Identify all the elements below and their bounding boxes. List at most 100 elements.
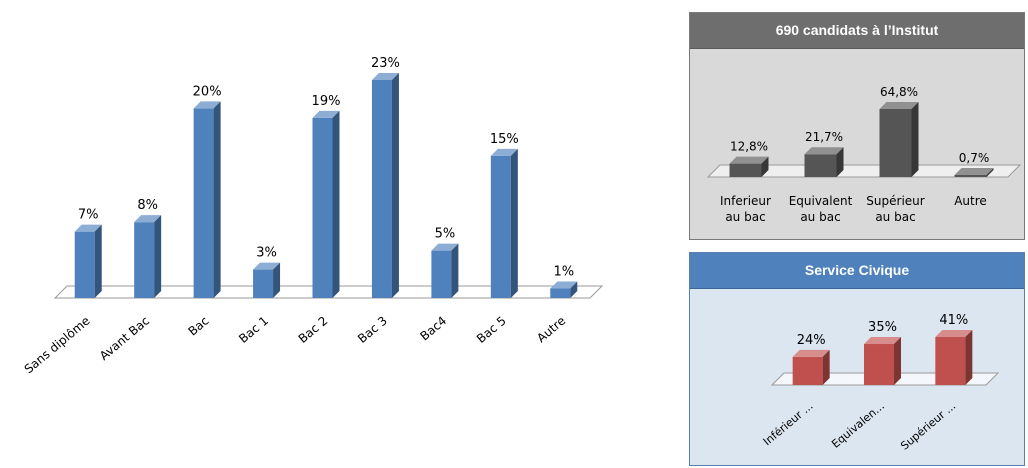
bar-4	[954, 168, 994, 177]
bar-top	[371, 73, 399, 80]
bar-side	[94, 224, 102, 298]
data-label-1: 24%	[797, 333, 826, 348]
institut-bar-chart: 12,8% Inferieur au bac 21,7% Equivalent au ba…	[706, 85, 1022, 224]
bar-front	[193, 108, 214, 298]
data-label-5: 19%	[312, 94, 341, 109]
service-civique-panel-title: Service Civique	[690, 253, 1024, 289]
data-label-2: 35%	[868, 320, 897, 335]
bar-side	[213, 101, 221, 298]
bar-top	[431, 243, 459, 251]
bar-front	[935, 337, 966, 385]
bar-top	[193, 101, 221, 109]
bar-front	[253, 269, 274, 298]
bar-side	[391, 73, 399, 298]
bar-front	[371, 80, 392, 298]
bar-top	[935, 330, 973, 337]
bar-side	[510, 148, 518, 298]
institut-panel: 690 candidats à l’Institut 12,8% Inferieu…	[689, 12, 1025, 240]
bar-3	[879, 102, 919, 177]
data-label-3: 41%	[939, 313, 968, 328]
category-label-7: Bac4	[417, 314, 449, 344]
category-label-2: Avant Bac	[97, 314, 152, 363]
bar-side	[965, 330, 973, 385]
bar-front	[864, 344, 894, 385]
data-label-3: 64,8%	[880, 85, 918, 99]
bar-5	[312, 110, 340, 298]
bar-2	[864, 337, 901, 385]
bar-side	[273, 262, 281, 298]
bar-side	[570, 281, 578, 298]
bar-side	[911, 102, 919, 177]
data-label-8: 15%	[490, 132, 519, 147]
bar-top	[312, 110, 340, 118]
bar-front	[954, 175, 987, 177]
category-label-2: Equivalen...	[829, 399, 887, 450]
bar-top	[792, 349, 830, 357]
bar-front	[550, 288, 571, 298]
bar-top	[490, 148, 518, 156]
category-label-4: Bac 1	[236, 314, 271, 346]
bar-3	[193, 101, 221, 298]
bar-1	[729, 156, 769, 177]
bar-front	[490, 155, 511, 298]
bar-front	[879, 109, 912, 177]
bar-side	[822, 349, 830, 385]
bar-top	[879, 102, 919, 109]
bar-1	[792, 349, 830, 385]
bar-top	[954, 168, 994, 175]
data-label-4: 3%	[256, 246, 277, 261]
bar-top	[253, 262, 281, 270]
education-level-bar-chart: 7% Sans diplôme 8% Avant Bac 20% Bac 3% Bac 1 19…	[22, 56, 604, 377]
bar-top	[864, 337, 901, 345]
bar-top	[74, 224, 102, 232]
bar-4	[253, 262, 281, 298]
data-label-4: 0,7%	[959, 151, 990, 165]
bar-top	[550, 281, 578, 289]
bar-side	[761, 156, 769, 177]
data-label-1: 12,8%	[730, 140, 768, 154]
bar-front	[804, 154, 837, 177]
bar-front	[312, 117, 333, 298]
bar-front	[74, 231, 95, 298]
bar-2	[804, 147, 844, 177]
data-label-3: 20%	[193, 84, 222, 99]
category-label-3-line-2: au bac	[875, 210, 915, 224]
category-label-1-line-2: au bac	[725, 210, 765, 224]
bar-2	[134, 215, 162, 298]
bar-front	[729, 163, 762, 177]
bar-front	[792, 356, 823, 385]
data-label-1: 7%	[78, 208, 99, 223]
bar-top	[134, 215, 162, 223]
bar-side	[986, 168, 994, 177]
category-label-8: Bac 5	[474, 314, 509, 346]
bar-side	[451, 243, 459, 298]
bar-1	[74, 224, 102, 298]
bar-side	[894, 337, 901, 385]
data-label-2: 8%	[137, 198, 158, 213]
bar-9	[550, 281, 578, 298]
category-label-1: Sans diplôme	[22, 314, 93, 377]
service-civique-bar-chart: 24% Inférieur ... 35% Equivalen... 41% Supéri…	[761, 313, 1000, 453]
category-label-5: Bac 2	[296, 314, 331, 346]
bar-7	[431, 243, 459, 298]
service-civique-panel: Service Civique 24% Inférieur ... 35% Equiv…	[689, 252, 1025, 466]
category-label-1-line-1: Inferieur	[720, 194, 771, 208]
category-label-2-line-2: au bac	[800, 210, 840, 224]
data-label-9: 1%	[553, 265, 574, 280]
data-label-2: 21,7%	[805, 130, 843, 144]
category-label-4-line-1: Autre	[954, 194, 987, 208]
bar-top	[729, 156, 769, 164]
bar-top	[804, 147, 844, 155]
category-label-6: Bac 3	[355, 314, 390, 346]
bar-front	[134, 222, 155, 298]
category-label-1: Inférieur ...	[761, 399, 816, 448]
institut-panel-title: 690 candidats à l’Institut	[690, 13, 1024, 49]
bar-side	[332, 110, 340, 298]
data-label-7: 5%	[435, 227, 456, 242]
bar-side	[154, 215, 162, 298]
category-label-9: Autre	[534, 314, 568, 346]
bar-8	[490, 148, 518, 298]
bar-6	[371, 73, 399, 298]
bar-front	[431, 250, 452, 298]
category-label-3-line-1: Supérieur	[866, 194, 924, 208]
